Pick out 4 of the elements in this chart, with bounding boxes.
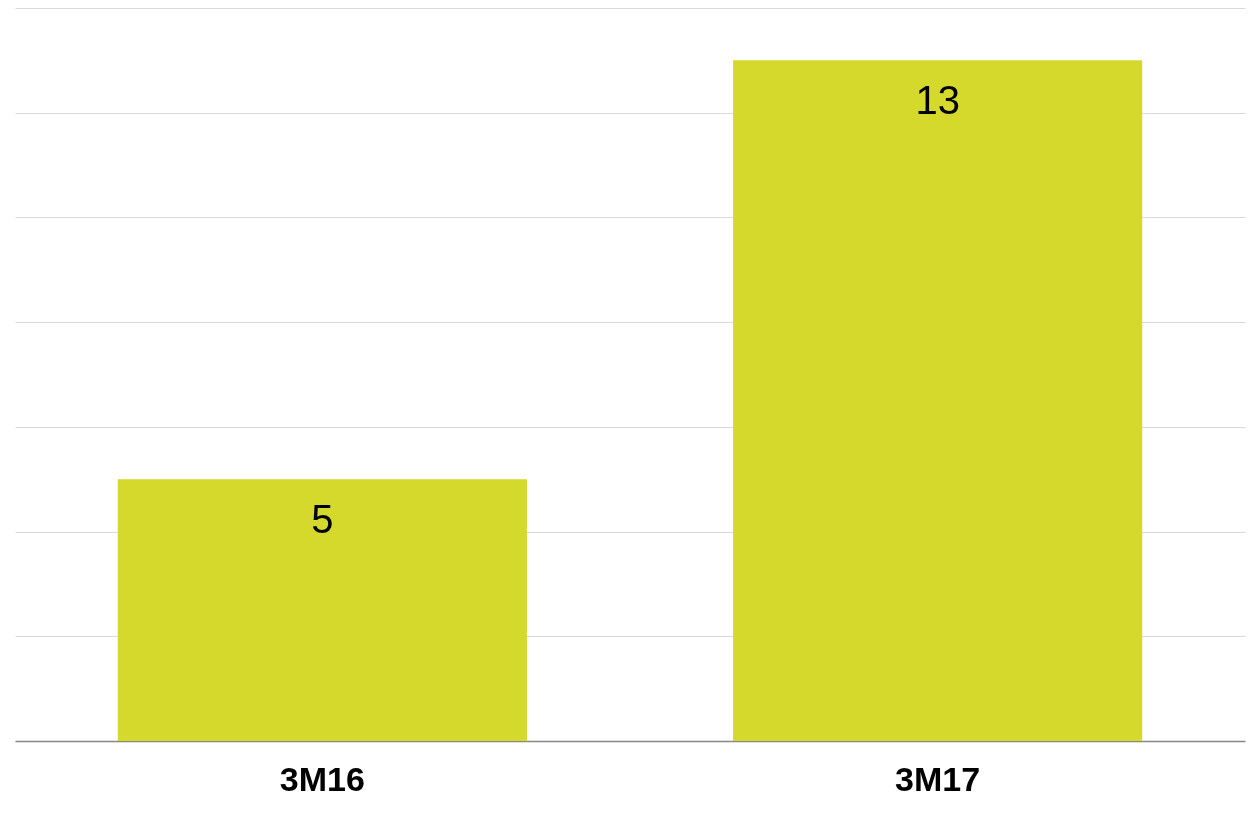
data-label: 5 bbox=[311, 497, 334, 542]
x-tick-label: 3M16 bbox=[279, 759, 365, 798]
data-label: 13 bbox=[915, 78, 960, 123]
x-tick-label: 3M17 bbox=[895, 759, 981, 798]
